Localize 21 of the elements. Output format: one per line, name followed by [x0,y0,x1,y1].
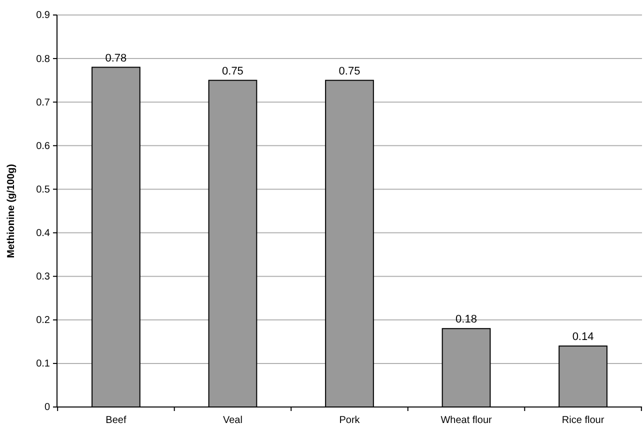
y-tick-label: 0.7 [36,97,50,108]
data-label: 0.78 [105,52,127,64]
x-tick-label: Pork [339,415,361,426]
data-label: 0.75 [222,65,244,78]
y-tick-label: 0.9 [36,10,50,22]
x-tick-label: Wheat flour [440,415,492,426]
data-label: 0.18 [456,314,477,326]
x-tick-label: Veal [223,415,242,426]
data-label: 0.75 [338,65,360,78]
y-tick-label: 0.1 [36,358,50,370]
y-tick-label: 0.3 [36,272,50,283]
y-tick-label: 0 [44,402,50,414]
y-tick-label: 0.8 [36,54,50,65]
data-label: 0.14 [572,331,594,344]
y-tick-label: 0.6 [36,140,50,152]
y-tick-label: 0.2 [36,315,50,326]
y-tick-label: 0.5 [36,184,50,196]
x-tick-label: Beef [106,415,126,426]
y-axis-title: Methionine (g/100g) [6,164,17,258]
x-tick-label: Rice flour [562,415,605,426]
y-tick-label: 0.4 [36,228,50,239]
